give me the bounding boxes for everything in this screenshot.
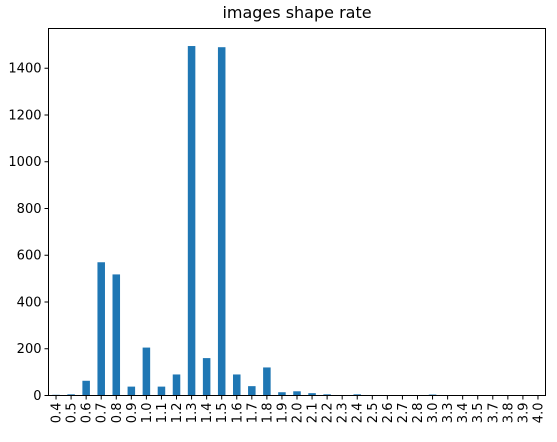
y-tick-label: 1400	[8, 62, 41, 77]
bar-0.8	[113, 274, 121, 395]
x-tick-label: 1.3	[185, 403, 200, 424]
x-tick-label: 0.5	[65, 403, 80, 424]
bar-0.9	[128, 387, 136, 396]
y-tick-label: 1200	[8, 108, 41, 123]
y-tick-label: 1000	[8, 155, 41, 170]
x-tick-label: 1.2	[170, 403, 185, 424]
bar-1.6	[233, 374, 241, 395]
x-tick-label: 2.6	[381, 403, 396, 424]
x-tick-label: 1.0	[140, 403, 155, 424]
x-tick-label: 2.8	[411, 403, 426, 424]
x-tick-label: 0.7	[95, 403, 110, 424]
x-tick-label: 1.5	[215, 403, 230, 424]
x-tick-label: 0.4	[50, 403, 65, 424]
bars-layer	[52, 46, 541, 395]
bar-1.1	[158, 387, 166, 396]
bar-2.0	[293, 391, 301, 395]
x-tick-label: 3.8	[501, 403, 516, 424]
chart-title: images shape rate	[222, 3, 371, 22]
x-tick-label: 1.7	[245, 403, 260, 424]
x-tick-label: 2.1	[306, 403, 321, 424]
x-tick-label: 3.7	[486, 402, 501, 423]
x-tick-label: 0.9	[125, 403, 140, 424]
x-tick-label: 0.6	[80, 403, 95, 424]
x-tick-label: 0.8	[110, 403, 125, 424]
bar-1.4	[203, 358, 211, 395]
x-tick-label: 3.3	[441, 403, 456, 424]
y-axis: 0 200 400 600 800 1000 1200 1400	[8, 62, 48, 404]
bar-1.3	[188, 46, 196, 395]
y-tick-label: 0	[33, 389, 41, 404]
x-tick-label: 3.0	[426, 403, 441, 424]
x-tick-label: 1.4	[200, 403, 215, 424]
bar-1.0	[143, 348, 151, 396]
x-tick-label: 2.3	[336, 403, 351, 424]
bar-1.7	[248, 386, 256, 395]
bar-1.5	[218, 47, 226, 395]
x-tick-label: 4.0	[531, 403, 546, 424]
x-tick-label: 2.5	[366, 403, 381, 424]
bar-0.6	[82, 381, 90, 396]
bar-1.2	[173, 374, 181, 395]
bar-1.8	[263, 367, 271, 395]
y-tick-label: 400	[17, 295, 42, 310]
y-tick-label: 200	[17, 342, 42, 357]
bar-0.7	[97, 262, 105, 395]
x-tick-label: 3.4	[456, 403, 471, 424]
x-tick-label: 2.2	[321, 403, 336, 424]
y-tick-label: 800	[17, 202, 42, 217]
x-tick-label: 3.9	[516, 403, 531, 424]
x-tick-label: 3.5	[471, 403, 486, 424]
x-tick-label: 2.7	[396, 403, 411, 424]
plot-frame	[49, 29, 546, 396]
x-tick-label: 1.1	[155, 403, 170, 424]
x-tick-label: 1.9	[275, 403, 290, 424]
x-tick-label: 1.8	[260, 403, 275, 424]
x-tick-label: 2.0	[291, 403, 306, 424]
y-tick-label: 600	[17, 249, 42, 264]
x-tick-label: 2.4	[351, 403, 366, 424]
x-tick-label: 1.6	[230, 403, 245, 424]
